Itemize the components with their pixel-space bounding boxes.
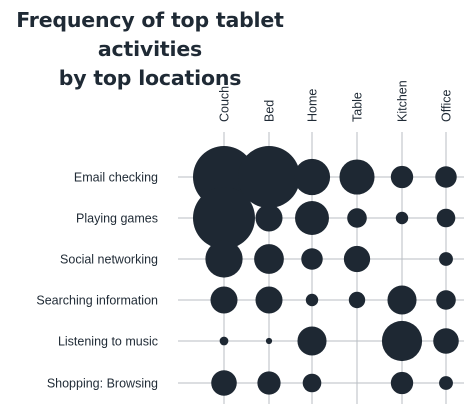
bubble-0-kitchen [390, 165, 414, 189]
bubble-4-office [433, 328, 459, 354]
column-label-kitchen: Kitchen [396, 80, 410, 122]
bubble-3-home [305, 293, 319, 307]
bubble-2-table [343, 245, 371, 273]
bubble-2-office [439, 252, 453, 266]
column-label-office: Office [440, 90, 454, 122]
row-label-2: Social networking [60, 253, 158, 267]
chart-title: Frequency of top tablet activities by to… [0, 6, 300, 93]
bubble-1-office [436, 208, 456, 228]
bubble-1-kitchen [395, 211, 409, 225]
bubble-5-home [302, 373, 322, 393]
bubble-5-bed [257, 371, 281, 395]
chart-title-line-1: Frequency of top tablet activities [16, 8, 284, 61]
bubble-5-kitchen [390, 371, 414, 395]
bubble-0-office [435, 166, 457, 188]
chart-title-line-2: by top locations [58, 66, 242, 90]
bubble-1-table [347, 208, 367, 228]
bubble-5-couch [211, 370, 237, 396]
bubble-0-bed [238, 146, 300, 208]
bubble-3-bed [255, 286, 283, 314]
bubble-4-home [297, 326, 327, 356]
bubble-1-bed [255, 204, 283, 232]
column-label-table: Table [351, 92, 365, 122]
bubble-3-office [436, 290, 456, 310]
row-label-0: Email checking [74, 171, 158, 185]
bubble-4-couch [219, 336, 229, 346]
bubble-4-kitchen [381, 320, 423, 362]
bubble-2-bed [254, 244, 284, 274]
bubble-2-couch [205, 240, 243, 278]
bubble-3-kitchen [387, 285, 417, 315]
column-label-home: Home [306, 89, 320, 122]
bubble-0-home [293, 158, 331, 196]
column-label-bed: Bed [263, 100, 277, 122]
bubble-0-table [339, 159, 375, 195]
column-label-couch: Couch [218, 86, 232, 122]
bubble-5-office [439, 376, 453, 390]
bubble-2-home [301, 248, 323, 270]
bubble-1-couch [193, 187, 255, 249]
bubble-4-bed [265, 337, 273, 345]
row-label-4: Listening to music [58, 335, 158, 349]
row-label-1: Playing games [76, 212, 158, 226]
bubble-3-couch [210, 286, 238, 314]
bubble-1-home [295, 201, 329, 235]
bubble-3-table [348, 291, 366, 309]
row-label-3: Searching information [36, 294, 158, 308]
bubble-layer [193, 146, 459, 396]
row-label-5: Shopping: Browsing [47, 377, 158, 391]
label-layer: Couch Bed Home Table Kitchen Office Email chec… [36, 80, 453, 390]
